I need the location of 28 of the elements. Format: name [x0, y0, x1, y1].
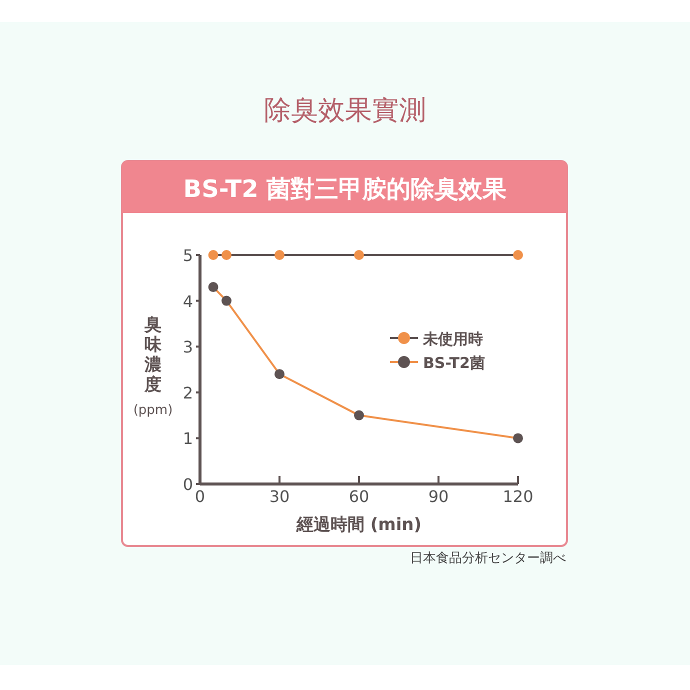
point: [354, 410, 364, 420]
x-tick-label: 90: [428, 487, 449, 506]
point: [513, 433, 523, 444]
x-tick-label: 0: [194, 487, 206, 506]
point: [513, 250, 523, 260]
y-tick-label: 4: [182, 292, 193, 311]
legend-label: 未使用時: [422, 330, 483, 348]
x-tick-label: 60: [348, 487, 370, 506]
y-tick-label: 0: [182, 475, 193, 494]
x-tick-label: 30: [269, 487, 290, 506]
x-axis-title: 經過時間 (min): [295, 515, 422, 535]
point: [274, 250, 284, 260]
y-tick-label: 5: [182, 246, 193, 265]
y-tick-label: 3: [182, 338, 193, 357]
legend-label: BS-T2菌: [423, 354, 485, 372]
y-tick-label: 2: [182, 383, 193, 402]
point: [222, 250, 232, 260]
chart-subtitle: BS-T2 菌對三甲胺的除臭效果: [183, 175, 507, 203]
point: [208, 250, 218, 260]
point: [354, 250, 364, 260]
x-tick-label: 120: [502, 487, 534, 506]
point: [208, 282, 218, 292]
y-axis-title: 臭味濃度 (ppm): [133, 315, 173, 418]
point: [222, 296, 232, 306]
text: 日本食品分析センター調べ: [410, 551, 566, 566]
y-tick-label: 1: [182, 429, 193, 448]
point: [274, 369, 284, 380]
chart-title: 除臭效果實測: [264, 95, 426, 126]
